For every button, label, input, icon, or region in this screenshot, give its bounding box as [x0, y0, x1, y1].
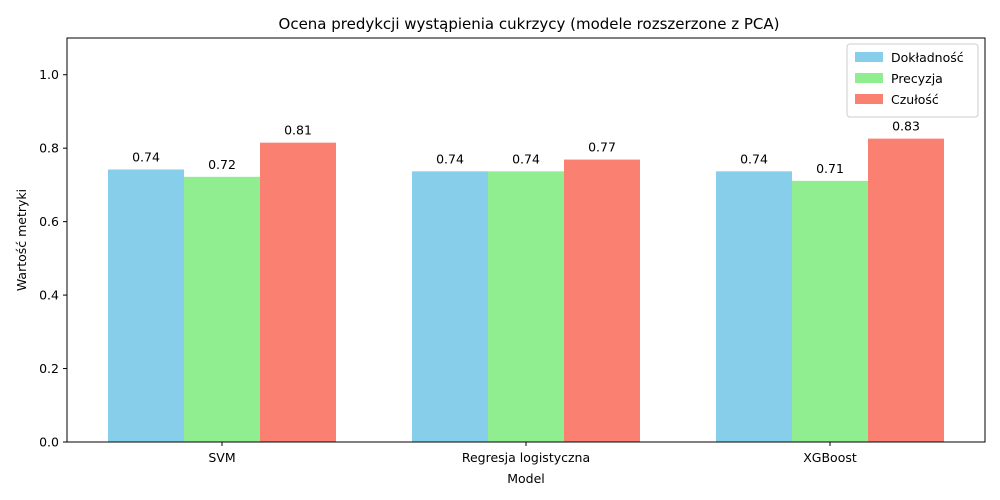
- bar-dokładność: [716, 171, 792, 442]
- legend: Dokładność Precyzja Czułość: [846, 43, 979, 118]
- x-tick-label: SVM: [208, 450, 235, 465]
- data-label: 0.83: [892, 119, 920, 134]
- y-tick-label: 1.0: [39, 67, 59, 82]
- data-label: 0.81: [284, 123, 312, 138]
- bar-precyzja: [488, 171, 564, 442]
- bar-dokładność: [108, 169, 184, 442]
- bar-czułość: [260, 142, 336, 442]
- data-label: 0.72: [208, 157, 236, 172]
- data-labels-layer: 0.74 0.72 0.81 0.74 0.74 0.77 0.74 0.71 0.83: [132, 119, 920, 176]
- y-tick-label: 0.6: [39, 214, 59, 229]
- bar-dokładność: [412, 171, 488, 442]
- x-tick-label: XGBoost: [803, 450, 857, 465]
- y-tick-label: 0.0: [39, 435, 59, 450]
- data-label: 0.74: [512, 151, 540, 166]
- y-tick-label: 0.2: [39, 361, 59, 376]
- chart-title: Ocena predykcji wystąpienia cukrzycy (mo…: [279, 15, 780, 33]
- bars-layer: [108, 138, 944, 443]
- legend-label: Dokładność: [891, 50, 964, 65]
- data-label: 0.74: [436, 151, 464, 166]
- bar-precyzja: [184, 176, 260, 442]
- data-label: 0.74: [740, 151, 768, 166]
- y-tick-label: 0.4: [39, 288, 59, 303]
- legend-label: Czułość: [891, 92, 939, 107]
- y-axis-label: Wartość metryki: [14, 189, 29, 291]
- x-tick-label: Regresja logistyczna: [462, 450, 590, 465]
- bar-precyzja: [792, 180, 868, 443]
- data-label: 0.74: [132, 149, 160, 164]
- x-axis: SVM Regresja logistyczna XGBoost: [208, 442, 857, 465]
- legend-swatch: [855, 94, 883, 104]
- legend-label: Precyzja: [891, 71, 943, 86]
- bar-czułość: [868, 138, 944, 442]
- y-tick-label: 0.8: [39, 141, 59, 156]
- x-axis-label: Model: [507, 471, 545, 486]
- legend-swatch: [855, 52, 883, 62]
- data-label: 0.77: [588, 140, 616, 155]
- legend-swatch: [855, 73, 883, 83]
- bar-czułość: [564, 159, 640, 443]
- data-label: 0.71: [816, 161, 844, 176]
- y-axis: 0.0 0.2 0.4 0.6 0.8 1.0: [39, 67, 67, 450]
